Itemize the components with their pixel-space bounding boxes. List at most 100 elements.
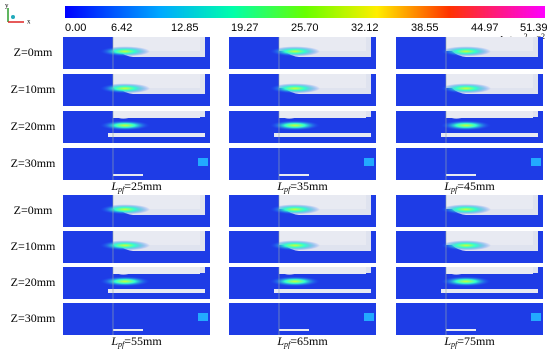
- outlet-jet: [364, 313, 374, 321]
- contour-panel: [396, 148, 543, 180]
- colorbar-tick-label: 19.27: [231, 22, 259, 34]
- contour-panel: [396, 74, 543, 106]
- pipe-lower: [274, 289, 371, 293]
- turbulence-streak: [270, 240, 320, 251]
- caption-subscript: pf: [117, 340, 126, 349]
- axis-triad: y x: [5, 2, 31, 26]
- turbulence-streak: [270, 204, 320, 215]
- turbulence-streak: [100, 83, 150, 94]
- pipe-slot: [279, 174, 309, 176]
- panel-caption: Lpf=35mm: [276, 179, 328, 194]
- panel-caption: Lpf=55mm: [110, 334, 162, 349]
- contour-panel: [63, 267, 210, 299]
- turbulence-streak: [270, 46, 320, 57]
- colorbar-tick-label: 12.85: [171, 22, 199, 34]
- turbulence-streak: [441, 120, 491, 131]
- contour-panel: [229, 195, 376, 227]
- contour-panel: [63, 231, 210, 263]
- caption-symbol: L: [110, 334, 118, 348]
- pipe-slot: [446, 174, 476, 176]
- turbulence-streak: [100, 276, 150, 287]
- outlet-jet: [198, 313, 208, 321]
- contour-panel: [396, 303, 543, 335]
- turbulence-streak: [270, 120, 320, 131]
- outlet-jet: [364, 158, 374, 166]
- contour-panel: [396, 111, 543, 143]
- caption-value: =65mm: [290, 334, 328, 348]
- caption-subscript: pf: [283, 340, 292, 349]
- turbulence-streak: [441, 204, 491, 215]
- caption-value: =25mm: [124, 179, 162, 193]
- colorbar-tick-label: 44.97: [471, 22, 499, 34]
- colorbar: [65, 6, 545, 18]
- panel-caption: Lpf=75mm: [443, 334, 495, 349]
- row-label: Z=0mm: [14, 203, 53, 217]
- caption-subscript: pf: [283, 185, 292, 194]
- turbulence-streak: [100, 46, 150, 57]
- contour-panel: [396, 267, 543, 299]
- caption-subscript: pf: [450, 185, 459, 194]
- row-label: Z=20mm: [11, 119, 56, 133]
- outlet-jet: [198, 158, 208, 166]
- pipe-body: [279, 111, 366, 118]
- contour-panel: [396, 37, 543, 69]
- row-label: Z=10mm: [11, 239, 56, 253]
- caption-symbol: L: [443, 179, 451, 193]
- pipe-body: [446, 267, 533, 274]
- turbulence-streak: [270, 276, 320, 287]
- pipe-slot: [113, 329, 143, 331]
- contour-panel: [229, 267, 376, 299]
- caption-value: =35mm: [290, 179, 328, 193]
- turbulence-streak: [270, 83, 320, 94]
- turbulence-streak: [441, 46, 491, 57]
- pipe-body: [446, 111, 533, 118]
- row-label: Z=20mm: [11, 275, 56, 289]
- turbulence-streak: [441, 83, 491, 94]
- colorbar-tick-label: 51.39: [520, 22, 548, 34]
- pipe-lower: [441, 133, 538, 137]
- pipe-slot: [446, 329, 476, 331]
- panel-caption: Lpf=65mm: [276, 334, 328, 349]
- pipe-body: [113, 267, 200, 274]
- panel-caption: Lpf=45mm: [443, 179, 495, 194]
- caption-symbol: L: [276, 334, 284, 348]
- contour-panel: [63, 303, 210, 335]
- contour-panel: [229, 231, 376, 263]
- turbulence-streak: [441, 240, 491, 251]
- colorbar-tick-label: 32.12: [351, 22, 379, 34]
- caption-symbol: L: [110, 179, 118, 193]
- contour-panel: [63, 195, 210, 227]
- contour-panel: [396, 231, 543, 263]
- contour-panel: [63, 74, 210, 106]
- caption-subscript: pf: [450, 340, 459, 349]
- colorbar-tick-label: 6.42: [111, 22, 132, 34]
- caption-subscript: pf: [117, 185, 126, 194]
- pipe-body: [279, 267, 366, 274]
- turbulence-streak: [100, 120, 150, 131]
- pipe-lower: [441, 289, 538, 293]
- pipe-slot: [279, 329, 309, 331]
- outlet-jet: [531, 313, 541, 321]
- caption-value: =45mm: [457, 179, 495, 193]
- colorbar-tick-label: 0.00: [65, 22, 86, 34]
- contour-panel: [396, 195, 543, 227]
- contour-panel: [229, 37, 376, 69]
- caption-symbol: L: [276, 179, 284, 193]
- caption-symbol: L: [443, 334, 451, 348]
- turbulence-streak: [100, 240, 150, 251]
- contour-panel: [229, 111, 376, 143]
- row-label: Z=10mm: [11, 82, 56, 96]
- contour-panel: [229, 74, 376, 106]
- contour-panel: [229, 303, 376, 335]
- pipe-body: [113, 111, 200, 118]
- contour-panel: [63, 111, 210, 143]
- contour-panel: [63, 148, 210, 180]
- panel-caption: Lpf=25mm: [110, 179, 162, 194]
- axis-x-label: x: [27, 18, 31, 26]
- row-label: Z=30mm: [11, 311, 56, 325]
- pipe-lower: [274, 133, 371, 137]
- caption-value: =55mm: [124, 334, 162, 348]
- turbulence-streak: [100, 204, 150, 215]
- row-label: Z=30mm: [11, 156, 56, 170]
